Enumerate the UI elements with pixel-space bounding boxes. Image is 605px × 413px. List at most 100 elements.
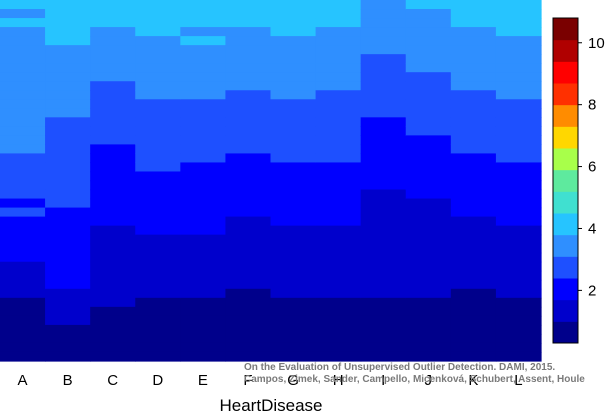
heatmap-cell [135,243,181,254]
heatmap-cell [270,189,317,200]
heatmap-cell [90,297,136,308]
heatmap-cell [405,225,452,236]
heatmap-cell [405,63,452,73]
heatmap-cell [495,54,542,64]
heatmap-cell [450,171,497,182]
heatmap-cell [225,108,272,118]
heatmap-cell [45,306,91,317]
heatmap-cells [0,0,542,362]
heatmap-cell [135,198,181,209]
heatmap-cell [135,81,181,91]
heatmap-cell [315,117,362,127]
heatmap-cell [360,171,407,182]
heatmap-cell [225,0,272,10]
heatmap-cell [90,243,136,254]
heatmap-cell [45,351,91,362]
heatmap-cell [90,252,136,263]
heatmap-cell [315,27,362,37]
heatmap-cell [45,333,91,344]
colorbar-segment [553,169,578,192]
heatmap-cell [180,351,227,362]
heatmap-cell [135,117,181,127]
heatmap-cell [45,216,91,227]
heatmap-cell [135,288,181,299]
heatmap-cell [180,153,227,164]
heatmap-cell [360,45,407,55]
heatmap-cell [180,234,227,245]
heatmap-cell [180,270,227,281]
heatmap-cell [360,288,407,299]
heatmap-cell [315,234,362,245]
heatmap-cell [450,288,497,299]
heatmap-cell [225,189,272,200]
heatmap-cell [180,72,227,82]
heatmap-cell [450,315,497,326]
heatmap-cell [225,351,272,362]
heatmap-cell [225,216,272,227]
heatmap-cell [405,117,452,127]
heatmap-cell [315,108,362,118]
heatmap-cell [360,243,407,254]
heatmap-cell [135,207,181,218]
heatmap-cell [360,135,407,146]
heatmap-cell [45,117,91,127]
heatmap-cell [360,234,407,245]
heatmap-cell [0,0,46,10]
heatmap-cell [90,135,136,146]
heatmap-cell [495,198,542,209]
heatmap-cell [495,324,542,335]
heatmap-cell [405,279,452,290]
heatmap-cell [45,342,91,353]
heatmap-cell [180,135,227,146]
heatmap-cell [90,36,136,46]
heatmap-cell [225,27,272,37]
heatmap-cell [405,27,452,37]
heatmap-cell [315,54,362,64]
heatmap-cell [90,63,136,73]
heatmap-cell [450,207,497,218]
heatmap-cell [45,180,91,191]
heatmap-cell [270,0,317,10]
heatmap-cell [45,36,91,46]
heatmap-cell [360,270,407,281]
heatmap-cell [90,270,136,281]
heatmap-cell [135,162,181,173]
heatmap-cell [495,153,542,164]
heatmap-cell [135,45,181,55]
heatmap-cell [90,117,136,127]
heatmap-cell [495,108,542,118]
heatmap-cell [0,180,46,191]
x-tick-label: E [198,372,208,389]
heatmap-cell [405,171,452,182]
heatmap-cell [270,126,317,136]
heatmap-cell [495,252,542,263]
heatmap-cell [135,189,181,200]
heatmap-cell [180,252,227,263]
heatmap-cell [180,225,227,236]
heatmap-cell [405,126,452,136]
heatmap-cell [225,99,272,109]
heatmap-cell [450,261,497,272]
heatmap-cell [225,171,272,182]
heatmap-cell [450,234,497,245]
x-tick-label: L [514,372,522,389]
heatmap-cell [360,0,407,10]
heatmap-cell [270,279,317,290]
heatmap-cell [45,261,91,272]
heatmap-cell [180,171,227,182]
heatmap-cell [0,279,46,290]
heatmap-cell [90,126,136,136]
heatmap-cell [450,144,497,155]
heatmap-cell [315,9,362,19]
heatmap-cell [450,36,497,46]
heatmap-cell [360,90,407,100]
heatmap-cell [360,306,407,317]
heatmap-cell [315,315,362,326]
heatmap-cell [270,72,317,82]
heatmap-cell [270,243,317,254]
heatmap-cell [405,342,452,353]
colorbar-tick-label: 8 [588,97,596,114]
x-tick-label: G [287,372,299,389]
heatmap-cell [495,126,542,136]
heatmap-cell [0,225,46,236]
